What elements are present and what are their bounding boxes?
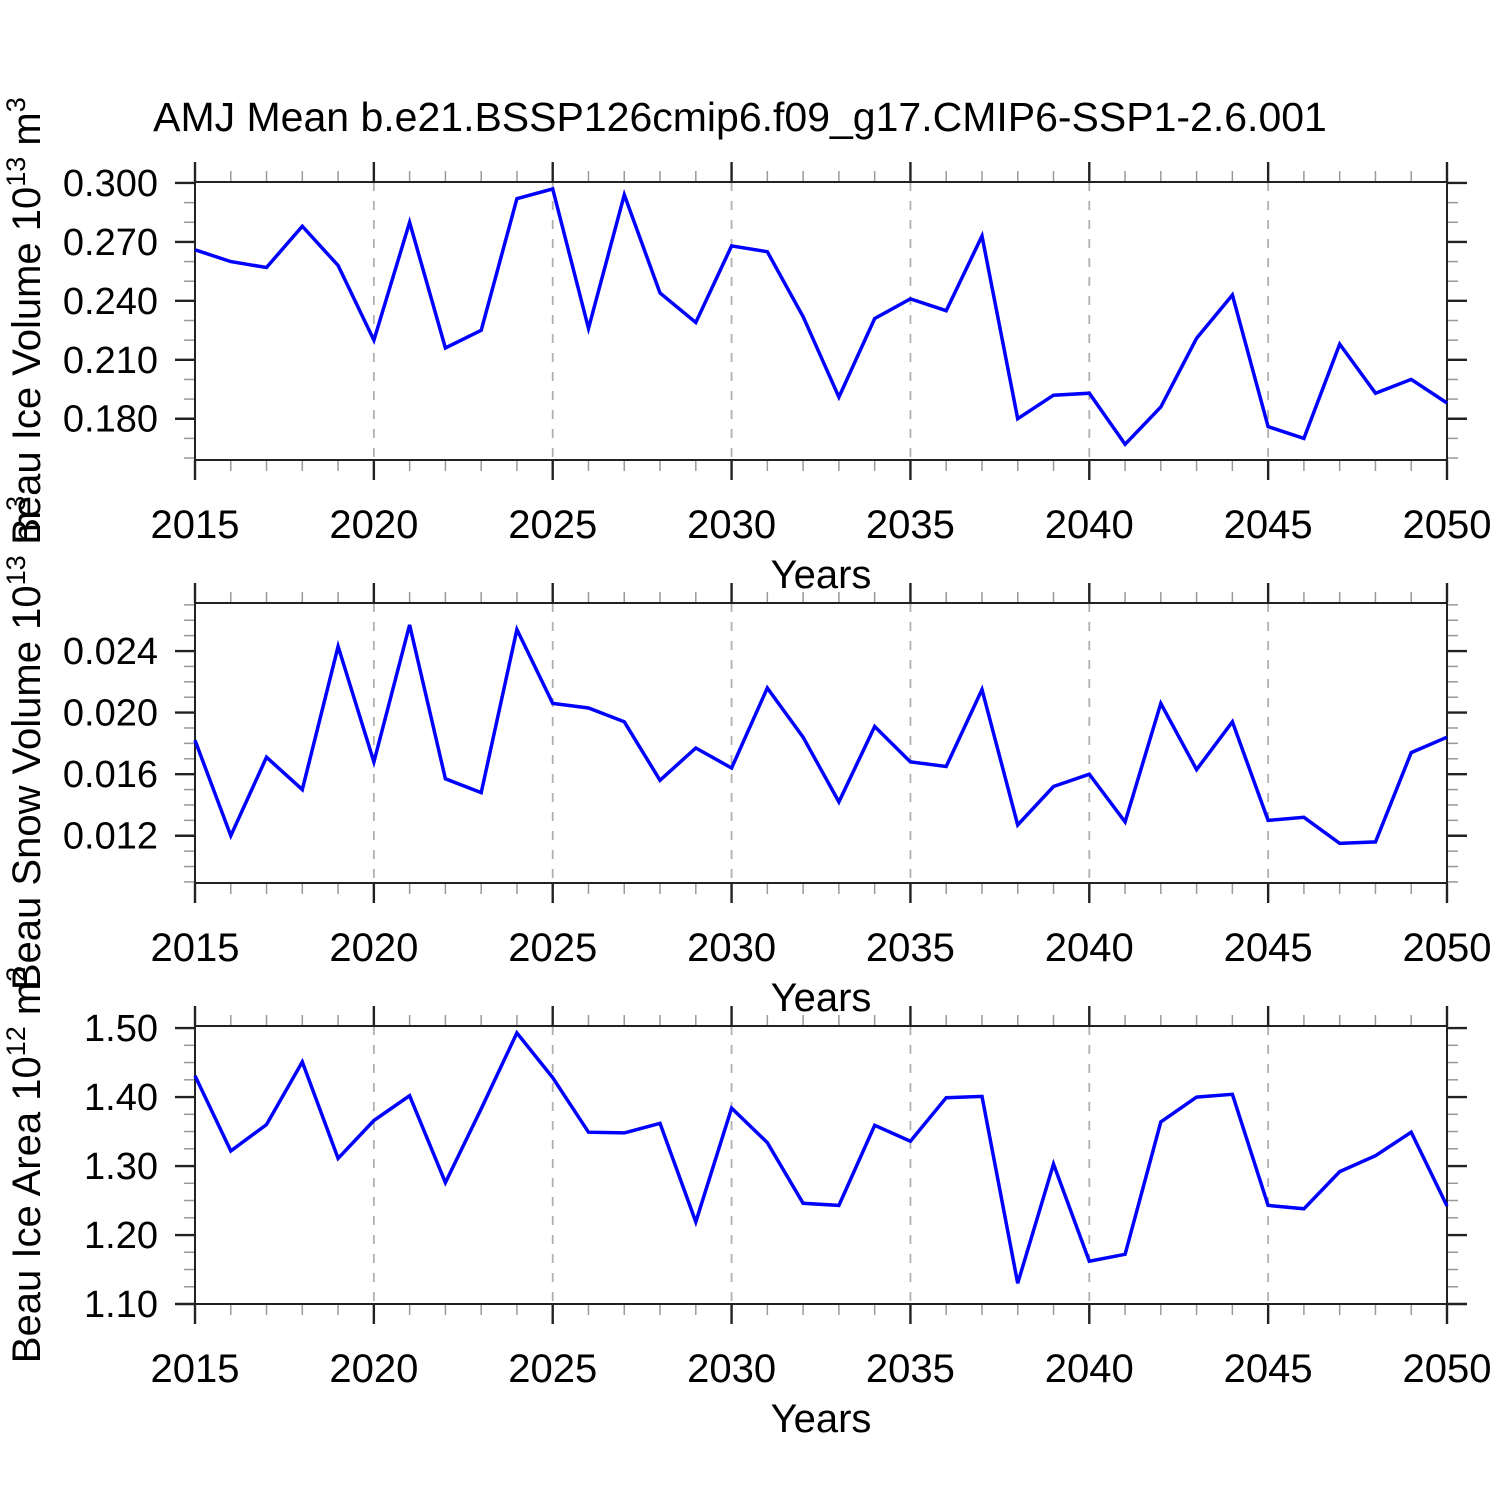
x-tick-label: 2015: [151, 503, 240, 547]
y-tick-label: 1.40: [84, 1077, 158, 1119]
x-tick-label: 2045: [1224, 926, 1313, 970]
y-tick-label: 0.012: [63, 816, 158, 858]
x-axis-title: Years: [771, 1397, 872, 1441]
y-tick-label: 1.10: [84, 1284, 158, 1326]
x-tick-label: 2030: [687, 1347, 776, 1391]
x-tick-label: 2015: [151, 926, 240, 970]
x-tick-label: 2025: [508, 1347, 597, 1391]
y-axis-title: Beau Ice Area 1012 m2: [1, 967, 49, 1363]
x-tick-label: 2035: [866, 503, 955, 547]
x-tick-label: 2030: [687, 503, 776, 547]
x-tick-label: 2050: [1403, 926, 1492, 970]
y-tick-label: 1.30: [84, 1146, 158, 1188]
panel-beau-snow-volume: 0.012 0.016 0.020 0.024 2015 2020 2025 2030 2035…: [1, 496, 1491, 1020]
y-tick-label: 1.20: [84, 1215, 158, 1257]
plot-frame: [194, 1025, 1448, 1305]
y-tick-label: 0.270: [63, 222, 158, 264]
y-tick-label: 0.240: [63, 281, 158, 323]
figure-title: AMJ Mean b.e21.BSSP126cmip6.f09_g17.CMIP…: [153, 94, 1327, 140]
series-beau-snow-volume: [193, 624, 1448, 846]
x-tick-label: 2040: [1045, 503, 1134, 547]
x-tick-label: 2020: [329, 503, 418, 547]
y-tick-label: 0.180: [63, 399, 158, 441]
y-tick-label: 1.50: [84, 1008, 158, 1050]
x-tick-label: 2025: [508, 503, 597, 547]
x-tick-label: 2035: [866, 1347, 955, 1391]
x-tick-label: 2030: [687, 926, 776, 970]
x-tick-label: 2045: [1224, 1347, 1313, 1391]
x-tick-label: 2050: [1403, 1347, 1492, 1391]
x-axis-title: Years: [771, 976, 872, 1020]
x-tick-label: 2020: [329, 1347, 418, 1391]
series-beau-ice-volume: [194, 186, 1448, 448]
panel-beau-ice-volume: 0.180 0.210 0.240 0.270 0.300 2015 2020 2025 203…: [1, 97, 1491, 597]
y-axis-title: Beau Ice Volume 1013 m3: [1, 97, 49, 545]
x-tick-label: 2025: [508, 926, 597, 970]
x-tick-label: 2040: [1045, 1347, 1134, 1391]
plot-frame: [194, 181, 1448, 461]
y-tick-label: 0.020: [63, 693, 158, 735]
x-tick-label: 2020: [329, 926, 418, 970]
x-tick-label: 2040: [1045, 926, 1134, 970]
x-tick-label: 2015: [151, 1347, 240, 1391]
y-axis-title: Beau Snow Volume 1013 m3: [1, 496, 49, 990]
x-tick-label: 2035: [866, 926, 955, 970]
x-axis-title: Years: [771, 553, 872, 597]
panel-beau-ice-area: 1.10 1.20 1.30 1.40 1.50 2015 2020 2025 2030 2035…: [1, 967, 1491, 1441]
y-tick-label: 0.210: [63, 340, 158, 382]
x-tick-label: 2050: [1403, 503, 1492, 547]
x-tick-label: 2045: [1224, 503, 1313, 547]
series-beau-ice-area: [193, 1029, 1449, 1284]
y-tick-label: 0.300: [63, 163, 158, 205]
plot-frame: [194, 602, 1448, 884]
y-tick-label: 0.024: [63, 631, 158, 673]
y-tick-label: 0.016: [63, 754, 158, 796]
